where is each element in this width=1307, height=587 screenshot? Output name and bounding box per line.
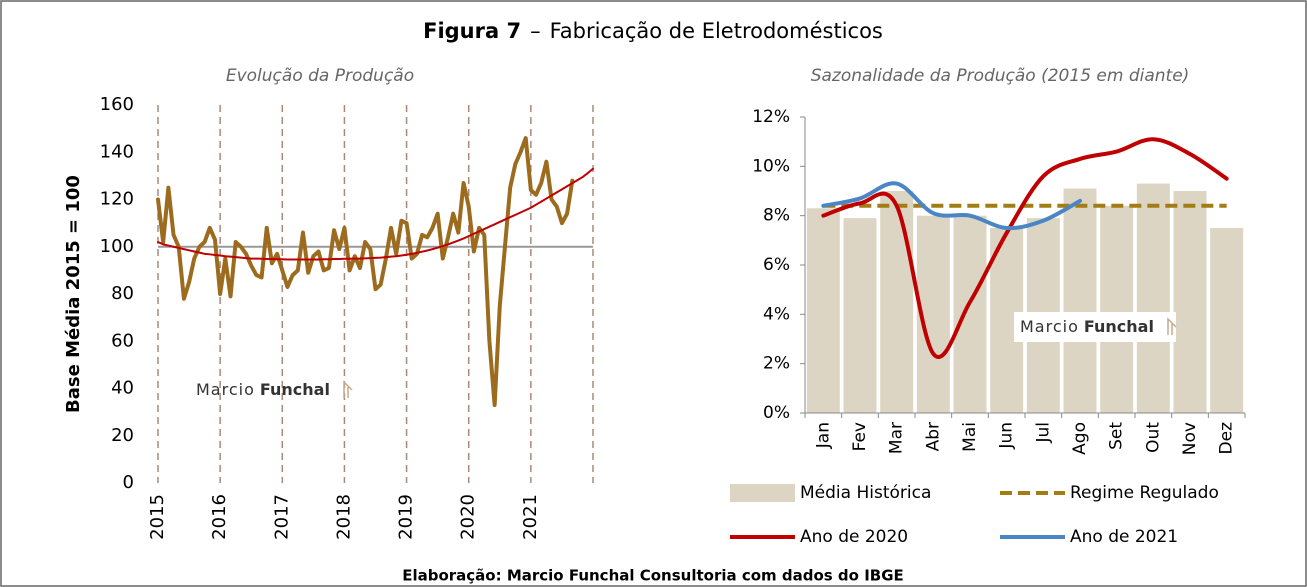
y-tick-label: 10%	[752, 156, 790, 176]
y-tick-label: 120	[100, 189, 134, 210]
subtitle: Evolução da Produção	[226, 66, 414, 86]
legend-label: Regime Regulado	[1070, 483, 1219, 503]
bar	[1100, 205, 1134, 413]
title-dash: –	[530, 19, 541, 43]
x-tick-label: Jun	[997, 422, 1017, 450]
bar	[1173, 191, 1207, 413]
x-tick-label: 2016	[209, 494, 230, 540]
bar	[1063, 188, 1097, 413]
watermark-icon	[1167, 317, 1177, 335]
x-tick-label: Dez	[1217, 422, 1237, 455]
watermark-icon	[343, 380, 353, 398]
legend-label: Média Histórica	[800, 483, 931, 503]
y-tick-label: 20	[111, 425, 134, 446]
y-axis-label: Base Média 2015 = 100	[63, 175, 84, 413]
bar	[806, 208, 840, 413]
y-tick-label: 2%	[763, 354, 790, 374]
y-tick-label: 60	[111, 330, 134, 351]
x-tick-label: Mar	[887, 422, 907, 454]
x-tick-label: 2017	[271, 494, 292, 540]
subtitle: Sazonalidade da Produção (2015 em diante…	[811, 66, 1190, 86]
series-line	[156, 136, 575, 408]
y-tick-label: 6%	[763, 255, 790, 275]
x-tick-label: 2015	[147, 494, 168, 540]
x-tick-label: 2020	[458, 494, 479, 540]
x-tick-label: Nov	[1180, 422, 1200, 455]
bar	[843, 218, 877, 413]
x-tick-label: Mai	[960, 422, 980, 452]
bar	[880, 191, 914, 413]
x-tick-label: Fev	[850, 422, 870, 451]
legend-label: Ano de 2021	[1070, 527, 1178, 547]
x-tick-label: 2021	[520, 494, 541, 540]
x-tick-label: Set	[1107, 422, 1127, 450]
y-tick-label: 0	[123, 472, 134, 493]
watermark-first: Marcio	[1020, 317, 1079, 336]
figure-title: Figura 7– Fabricação de Eletrodomésticos	[423, 19, 883, 43]
y-tick-label: 4%	[763, 304, 790, 324]
legend-label: Ano de 2020	[800, 527, 908, 547]
x-tick-label: Out	[1143, 422, 1163, 453]
y-tick-label: 160	[100, 94, 134, 115]
series-line	[157, 167, 594, 261]
y-tick-label: 8%	[763, 206, 790, 226]
bar	[1210, 228, 1244, 413]
watermark-second: Funchal	[1084, 317, 1154, 336]
watermark-first: Marcio	[196, 380, 255, 399]
y-tick-label: 140	[100, 141, 134, 162]
footer: Elaboração: Marcio Funchal Consultoria c…	[402, 567, 904, 585]
x-tick-label: 2018	[333, 494, 354, 540]
watermark: Marcio Funchal	[1020, 317, 1154, 336]
y-tick-label: 80	[111, 283, 134, 304]
x-tick-label: 2019	[396, 494, 417, 540]
title-label: Figura 7	[423, 19, 521, 43]
y-tick-label: 0%	[763, 403, 790, 423]
watermark-second: Funchal	[260, 380, 330, 399]
y-tick-label: 40	[111, 378, 134, 399]
x-tick-label: Jan	[813, 422, 833, 449]
watermark-bg	[1014, 312, 1176, 342]
series-line	[821, 137, 1229, 359]
y-tick-label: 12%	[752, 107, 790, 127]
legend-swatch	[730, 484, 795, 502]
bar	[1136, 183, 1170, 413]
title-text: Fabricação de Eletrodomésticos	[550, 19, 883, 43]
watermark: Marcio Funchal	[196, 380, 330, 399]
y-tick-label: 100	[100, 236, 134, 257]
series-line	[821, 181, 1082, 231]
x-tick-label: Abr	[923, 422, 943, 451]
bar	[953, 215, 987, 413]
x-tick-label: Ago	[1070, 422, 1090, 455]
x-tick-label: Jul	[1033, 422, 1053, 444]
